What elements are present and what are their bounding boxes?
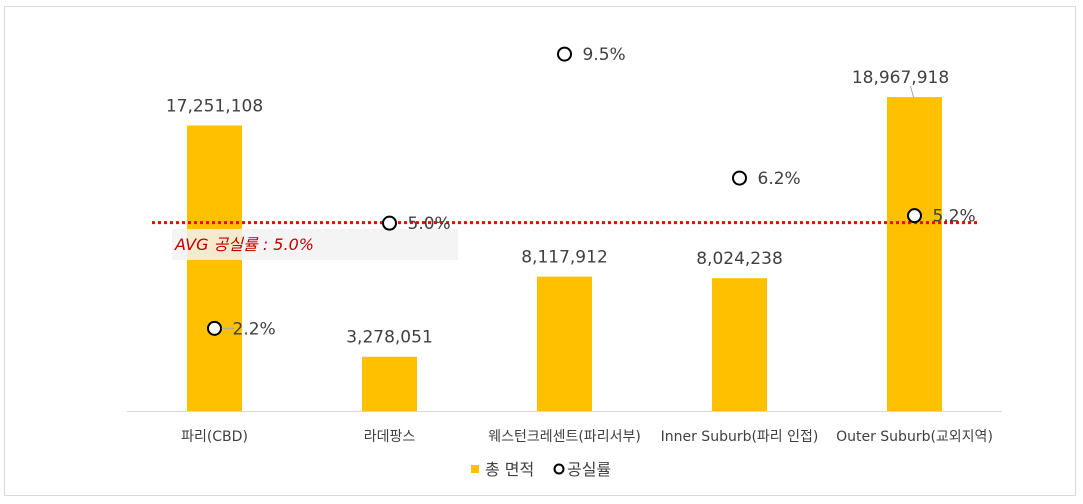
vacancy-label: 9.5% [583,45,626,65]
bar-3 [537,276,592,411]
vacancy-marker [557,46,572,62]
vacancy-marker [207,320,222,336]
average-label-box [172,229,458,260]
bar-value-label: 17,251,108 [166,96,263,116]
vacancy-markers: 2.2% 5.0% 9.5% 6.2% 5.2% [207,45,976,339]
category-label: Inner Suburb(파리 인접) [661,429,819,445]
bar-value-label: 18,967,918 [852,68,949,88]
category-label: 라데팡스 [364,429,416,445]
bar-value-label: 3,278,051 [346,328,433,348]
bar-label-leader-line [910,85,914,98]
bar-5 [887,97,942,411]
vacancy-label: 6.2% [758,169,801,189]
legend: 총 면적 공실률 [471,460,611,479]
category-label: Outer Suburb(교외지역) [836,429,993,445]
vacancy-marker [382,215,397,231]
bar-1 [187,125,242,411]
category-labels: 파리(CBD) 라데팡스 웨스턴크레센트(파리서부) Inner Suburb(파리 … [181,429,993,445]
vacancy-label: 5.2% [933,207,976,227]
legend-bar-label: 총 면적 [485,460,534,479]
bar-value-label: 8,024,238 [696,249,783,269]
vacancy-marker [907,208,922,224]
vacancy-label: 2.2% [233,319,276,339]
bar-4 [712,278,767,411]
vacancy-marker [732,170,747,186]
category-label: 웨스턴크레센트(파리서부) [488,429,641,445]
legend-marker-swatch [553,463,565,475]
category-label: 파리(CBD) [181,429,248,445]
legend-marker-label: 공실률 [567,460,611,479]
bar-2 [362,356,417,411]
average-line-group: AVG 공실률 : 5.0% [152,221,978,260]
legend-bar-swatch [471,465,479,473]
vacancy-label: 5.0% [408,214,451,234]
bar-value-labels: 17,251,108 3,278,051 8,117,912 8,024,238 18,… [166,68,949,348]
average-label: AVG 공실률 : 5.0% [174,235,314,254]
bars-layer [187,97,942,411]
bar-value-label: 8,117,912 [521,248,608,268]
